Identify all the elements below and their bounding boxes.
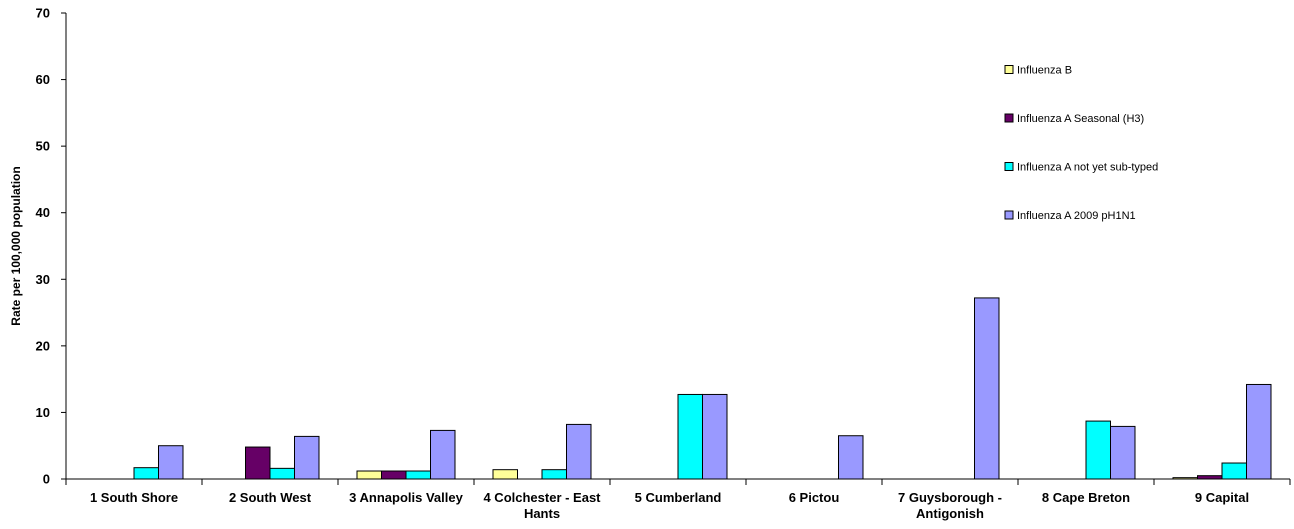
y-tick-label: 40	[36, 205, 50, 220]
x-tick-label: 6 Pictou	[789, 490, 840, 505]
bar	[159, 446, 184, 479]
legend-swatch	[1005, 163, 1013, 171]
x-tick-label: 5 Cumberland	[635, 490, 722, 505]
legend-label: Influenza B	[1017, 65, 1072, 77]
bar	[270, 468, 295, 479]
bar	[703, 394, 728, 479]
y-tick-label: 50	[36, 139, 50, 154]
x-tick-label: 3 Annapolis Valley	[349, 490, 463, 505]
y-tick-label: 70	[36, 6, 50, 21]
bar	[678, 394, 703, 479]
legend-label: Influenza A not yet sub-typed	[1017, 162, 1158, 174]
y-axis-label-group: Rate per 100,000 population	[9, 166, 23, 325]
legend-swatch	[1005, 211, 1013, 219]
y-tick-label: 10	[36, 405, 50, 420]
bar	[431, 430, 456, 479]
bar	[246, 447, 271, 479]
y-axis-label: Rate per 100,000 population	[9, 166, 23, 325]
x-tick-label: 7 Guysborough -Antigonish	[898, 490, 1002, 521]
x-tick-label: 2 South West	[229, 490, 312, 505]
legend-label: Influenza A 2009 pH1N1	[1017, 210, 1136, 222]
bars	[134, 298, 1271, 479]
bar	[1247, 384, 1272, 479]
bar	[839, 436, 864, 479]
bar	[1173, 478, 1198, 479]
bar	[357, 471, 382, 479]
legend: Influenza B Influenza A Seasonal (H3) Infl…	[1005, 65, 1158, 223]
x-tick-label: 9 Capital	[1195, 490, 1249, 505]
x-tick-label: 4 Colchester - East Hants	[483, 490, 601, 521]
legend-swatch	[1005, 114, 1013, 122]
bar	[406, 471, 431, 479]
bar	[1222, 463, 1247, 479]
bar	[975, 298, 1000, 479]
y-tick-label: 0	[43, 472, 50, 487]
bar	[1111, 426, 1136, 479]
y-tick-label: 60	[36, 72, 50, 87]
bar	[567, 424, 592, 479]
legend-swatch	[1005, 66, 1013, 74]
legend-label: Influenza A Seasonal (H3)	[1017, 113, 1144, 125]
bar	[493, 470, 518, 479]
y-tick-label: 20	[36, 338, 50, 353]
bar	[295, 436, 320, 479]
x-tick-label: 8 Cape Breton	[1042, 490, 1130, 505]
bar	[382, 471, 407, 479]
y-tick-label: 30	[36, 272, 50, 287]
bar	[542, 470, 567, 479]
bar	[1198, 476, 1223, 479]
x-tick-label: 1 South Shore	[90, 490, 178, 505]
bar	[1086, 421, 1111, 479]
bar	[134, 468, 159, 479]
